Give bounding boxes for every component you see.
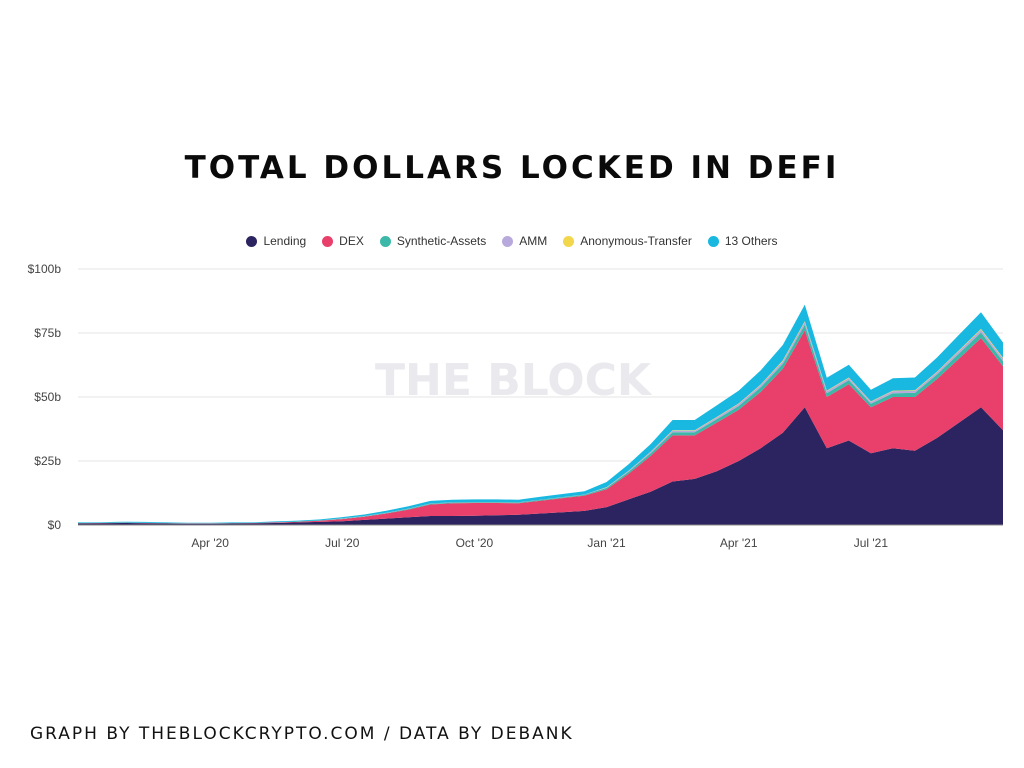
legend-item-amm[interactable]: AMM	[502, 234, 547, 248]
x-tick-label: Apr '20	[191, 536, 229, 550]
area-dex[interactable]	[78, 330, 1003, 524]
chart-legend: Lending DEX Synthetic-Assets AMM Anonymo…	[0, 234, 1024, 248]
stacked-area-chart: THE BLOCK $0 $25b $50b $75b $100b Apr '20 Jul…	[28, 262, 1003, 550]
y-axis-ticks: $0 $25b $50b $75b $100b	[28, 262, 62, 532]
legend-swatch-amm	[502, 235, 514, 247]
y-tick-label: $50b	[34, 390, 61, 404]
y-tick-label: $0	[48, 518, 62, 532]
x-tick-label: Oct '20	[456, 536, 494, 550]
footer-credit: GRAPH BY THEBLOCKCRYPTO.COM / DATA BY DE…	[30, 724, 574, 744]
y-tick-label: $100b	[28, 262, 62, 276]
legend-label-dex: DEX	[339, 234, 364, 248]
legend-label-synthetic-assets: Synthetic-Assets	[396, 234, 487, 248]
legend-swatch-anonymous-transfer	[563, 235, 575, 247]
x-axis-ticks: Apr '20 Jul '20 Oct '20 Jan '21 Apr '21 Jul '…	[191, 536, 888, 550]
legend-swatch-dex	[322, 235, 334, 247]
legend-item-dex[interactable]: DEX	[322, 234, 364, 248]
legend-swatch-synthetic-assets	[379, 235, 391, 247]
legend-swatch-13-others	[707, 235, 719, 247]
legend-item-anonymous-transfer[interactable]: Anonymous-Transfer	[563, 234, 692, 248]
y-tick-label: $75b	[34, 326, 61, 340]
area-13-others[interactable]	[78, 304, 1003, 524]
chart-title: TOTAL DOLLARS LOCKED IN DEFI	[184, 150, 840, 186]
legend-item-synthetic-assets[interactable]: Synthetic-Assets	[379, 234, 487, 248]
area-lending[interactable]	[78, 407, 1003, 525]
x-tick-label: Jul '20	[325, 536, 360, 550]
legend-label-13-others: 13 Others	[724, 234, 778, 248]
legend-label-amm: AMM	[519, 234, 548, 248]
legend-label-anonymous-transfer: Anonymous-Transfer	[580, 234, 692, 248]
legend-swatch-lending	[246, 235, 258, 247]
legend-label-lending: Lending	[263, 234, 307, 248]
x-tick-label: Jul '21	[854, 536, 889, 550]
chart-areas	[78, 304, 1003, 525]
legend-item-13-others[interactable]: 13 Others	[707, 234, 778, 248]
x-tick-label: Apr '21	[720, 536, 758, 550]
x-tick-label: Jan '21	[587, 536, 626, 550]
y-tick-label: $25b	[34, 454, 61, 468]
chart-watermark: THE BLOCK	[375, 355, 653, 406]
legend-item-lending[interactable]: Lending	[246, 234, 306, 248]
